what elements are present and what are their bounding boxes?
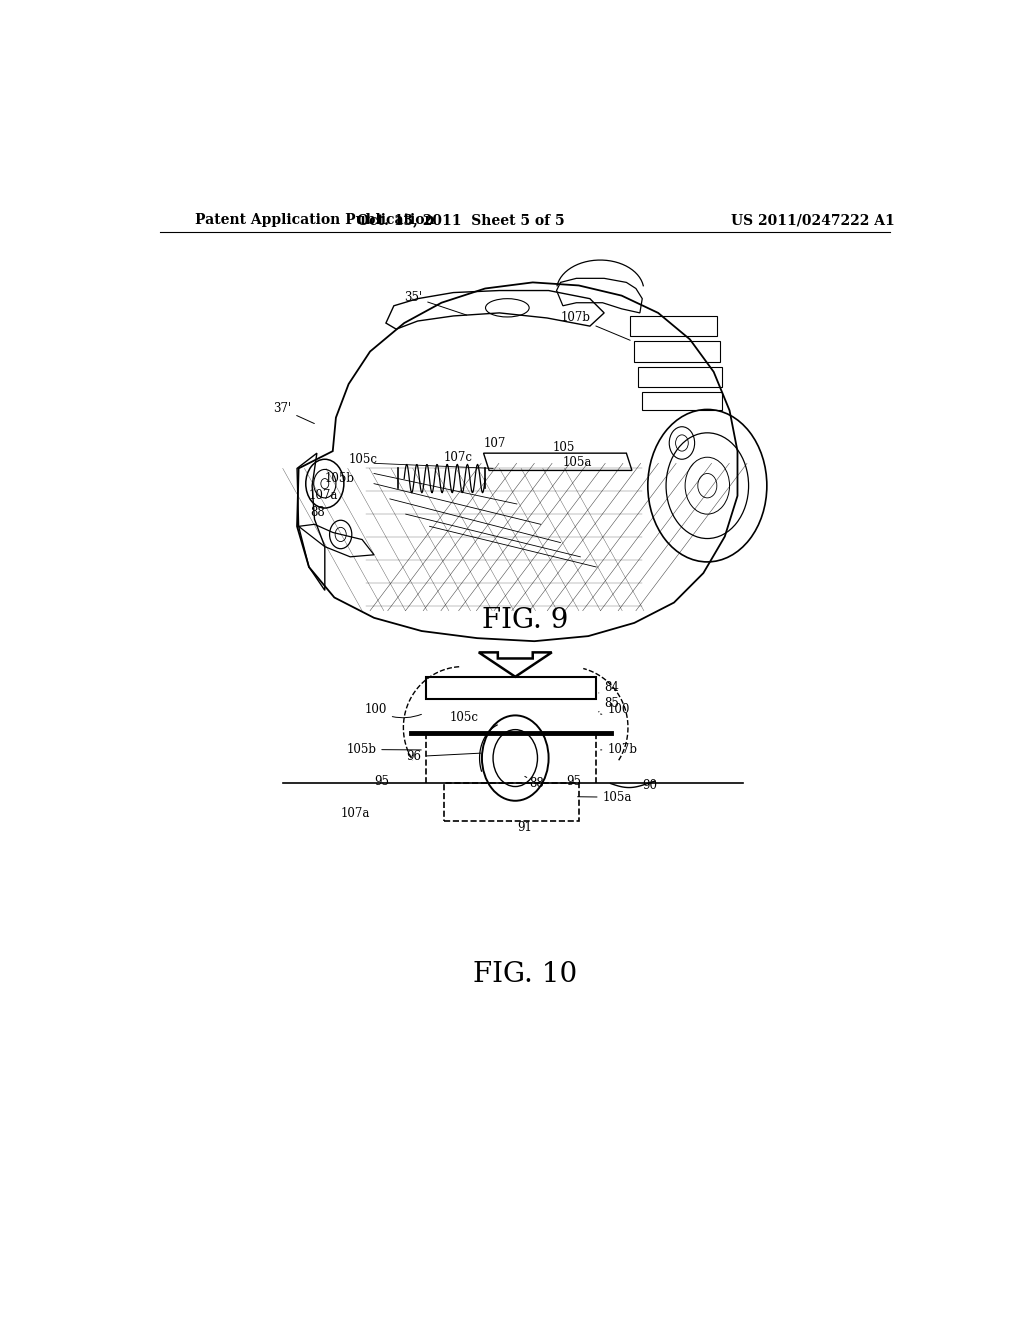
Text: 100: 100 <box>365 704 422 718</box>
Text: 84: 84 <box>599 681 620 694</box>
Bar <box>443 784 579 821</box>
Text: 105: 105 <box>553 441 574 454</box>
Text: 107b: 107b <box>601 743 637 756</box>
Bar <box>638 367 722 387</box>
Text: 107c: 107c <box>443 451 473 465</box>
Bar <box>642 392 722 411</box>
Polygon shape <box>479 652 552 677</box>
Text: 107a: 107a <box>309 488 338 502</box>
Text: 88: 88 <box>310 506 326 519</box>
Text: 37': 37' <box>273 403 314 424</box>
Text: FIG. 9: FIG. 9 <box>481 607 568 635</box>
Text: 105c: 105c <box>450 711 478 725</box>
Text: FIG. 10: FIG. 10 <box>473 961 577 989</box>
Text: 105c: 105c <box>348 453 378 466</box>
Bar <box>630 315 717 337</box>
Text: 105b: 105b <box>325 471 354 484</box>
Text: 96: 96 <box>406 750 480 763</box>
Text: 90: 90 <box>642 779 657 792</box>
Text: 91: 91 <box>511 821 531 834</box>
Text: 105b: 105b <box>346 743 421 756</box>
Text: US 2011/0247222 A1: US 2011/0247222 A1 <box>731 214 895 227</box>
Text: 88: 88 <box>524 776 545 789</box>
Text: 85: 85 <box>599 697 620 711</box>
Text: 100: 100 <box>600 704 630 717</box>
Text: 95: 95 <box>374 775 389 788</box>
Text: 105a: 105a <box>563 457 592 470</box>
Bar <box>426 677 596 700</box>
Text: Patent Application Publication: Patent Application Publication <box>196 214 435 227</box>
Text: 107: 107 <box>483 437 506 450</box>
Text: 35': 35' <box>404 290 467 315</box>
Text: 105a: 105a <box>578 791 632 804</box>
Bar <box>634 342 720 362</box>
Text: 95: 95 <box>566 775 581 788</box>
Text: Oct. 13, 2011  Sheet 5 of 5: Oct. 13, 2011 Sheet 5 of 5 <box>357 214 565 227</box>
Text: 107b: 107b <box>560 312 630 341</box>
Text: 107a: 107a <box>341 808 370 821</box>
